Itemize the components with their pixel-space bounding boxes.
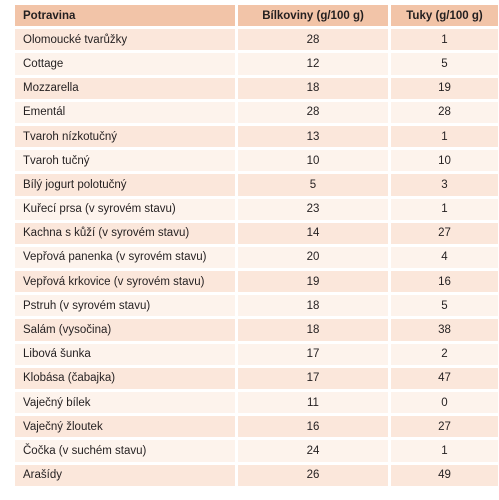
cell-protein: 17: [238, 367, 388, 389]
cell-fat: 1: [391, 440, 498, 462]
header-protein: Bílkoviny (g/100 g): [238, 5, 388, 27]
cell-fat: 3: [391, 174, 498, 196]
table-row: Klobása (čabajka) 17 47: [15, 367, 498, 389]
cell-food: Salám (vysočina): [15, 319, 235, 341]
cell-protein: 14: [238, 222, 388, 244]
cell-protein: 20: [238, 246, 388, 269]
table-body: Olomoucké tvarůžky 28 1 Cottage 12 5 Mozzarell…: [15, 29, 498, 486]
table-row: Arašídy 26 49: [15, 464, 498, 486]
cell-fat: 28: [391, 101, 498, 123]
table-row: Vepřová krkovice (v syrovém stavu) 19 16: [15, 271, 498, 293]
cell-food: Cottage: [15, 53, 235, 75]
cell-fat: 49: [391, 464, 498, 486]
cell-fat: 10: [391, 150, 498, 172]
cell-food: Ementál: [15, 101, 235, 123]
cell-fat: 2: [391, 343, 498, 365]
cell-protein: 26: [238, 464, 388, 486]
table-row: Vepřová panenka (v syrovém stavu) 20 4: [15, 246, 498, 269]
table-row: Čočka (v suchém stavu) 24 1: [15, 440, 498, 462]
cell-fat: 1: [391, 29, 498, 51]
cell-protein: 16: [238, 416, 388, 438]
table-row: Kuřecí prsa (v syrovém stavu) 23 1: [15, 198, 498, 220]
cell-food: Libová šunka: [15, 343, 235, 365]
cell-food: Mozzarella: [15, 77, 235, 99]
cell-food: Vepřová panenka (v syrovém stavu): [15, 246, 235, 269]
cell-food: Vepřová krkovice (v syrovém stavu): [15, 271, 235, 293]
cell-protein: 18: [238, 77, 388, 99]
table-row: Olomoucké tvarůžky 28 1: [15, 29, 498, 51]
cell-protein: 18: [238, 295, 388, 317]
cell-protein: 13: [238, 125, 388, 148]
table-row: Salám (vysočina) 18 38: [15, 319, 498, 341]
cell-food: Olomoucké tvarůžky: [15, 29, 235, 51]
cell-protein: 10: [238, 150, 388, 172]
cell-food: Bílý jogurt polotučný: [15, 174, 235, 196]
cell-food: Arašídy: [15, 464, 235, 486]
cell-fat: 27: [391, 222, 498, 244]
table-row: Bílý jogurt polotučný 5 3: [15, 174, 498, 196]
table-header-row: Potravina Bílkoviny (g/100 g) Tuky (g/10…: [15, 5, 498, 27]
cell-food: Vaječný žloutek: [15, 416, 235, 438]
table-row: Kachna s kůží (v syrovém stavu) 14 27: [15, 222, 498, 244]
cell-food: Klobása (čabajka): [15, 367, 235, 389]
cell-protein: 28: [238, 29, 388, 51]
cell-protein: 18: [238, 319, 388, 341]
cell-protein: 17: [238, 343, 388, 365]
cell-protein: 19: [238, 271, 388, 293]
cell-fat: 1: [391, 125, 498, 148]
header-fat: Tuky (g/100 g): [391, 5, 498, 27]
cell-fat: 4: [391, 246, 498, 269]
header-food: Potravina: [15, 5, 235, 27]
table-row: Libová šunka 17 2: [15, 343, 498, 365]
cell-food: Kachna s kůží (v syrovém stavu): [15, 222, 235, 244]
cell-protein: 28: [238, 101, 388, 123]
cell-fat: 27: [391, 416, 498, 438]
table-row: Vaječný bílek 11 0: [15, 392, 498, 414]
table-row: Tvaroh tučný 10 10: [15, 150, 498, 172]
cell-protein: 12: [238, 53, 388, 75]
cell-protein: 5: [238, 174, 388, 196]
table-row: Pstruh (v syrovém stavu) 18 5: [15, 295, 498, 317]
cell-food: Vaječný bílek: [15, 392, 235, 414]
cell-fat: 0: [391, 392, 498, 414]
cell-protein: 11: [238, 392, 388, 414]
cell-fat: 19: [391, 77, 498, 99]
cell-protein: 23: [238, 198, 388, 220]
cell-fat: 38: [391, 319, 498, 341]
cell-food: Pstruh (v syrovém stavu): [15, 295, 235, 317]
cell-fat: 5: [391, 53, 498, 75]
cell-protein: 24: [238, 440, 388, 462]
cell-fat: 1: [391, 198, 498, 220]
cell-food: Čočka (v suchém stavu): [15, 440, 235, 462]
cell-fat: 16: [391, 271, 498, 293]
table-row: Ementál 28 28: [15, 101, 498, 123]
cell-food: Tvaroh tučný: [15, 150, 235, 172]
cell-food: Kuřecí prsa (v syrovém stavu): [15, 198, 235, 220]
table-row: Mozzarella 18 19: [15, 77, 498, 99]
table-row: Cottage 12 5: [15, 53, 498, 75]
table-row: Tvaroh nízkotučný 13 1: [15, 125, 498, 148]
cell-fat: 5: [391, 295, 498, 317]
cell-food: Tvaroh nízkotučný: [15, 125, 235, 148]
cell-fat: 47: [391, 367, 498, 389]
nutrition-table: Potravina Bílkoviny (g/100 g) Tuky (g/10…: [12, 2, 499, 489]
table-row: Vaječný žloutek 16 27: [15, 416, 498, 438]
